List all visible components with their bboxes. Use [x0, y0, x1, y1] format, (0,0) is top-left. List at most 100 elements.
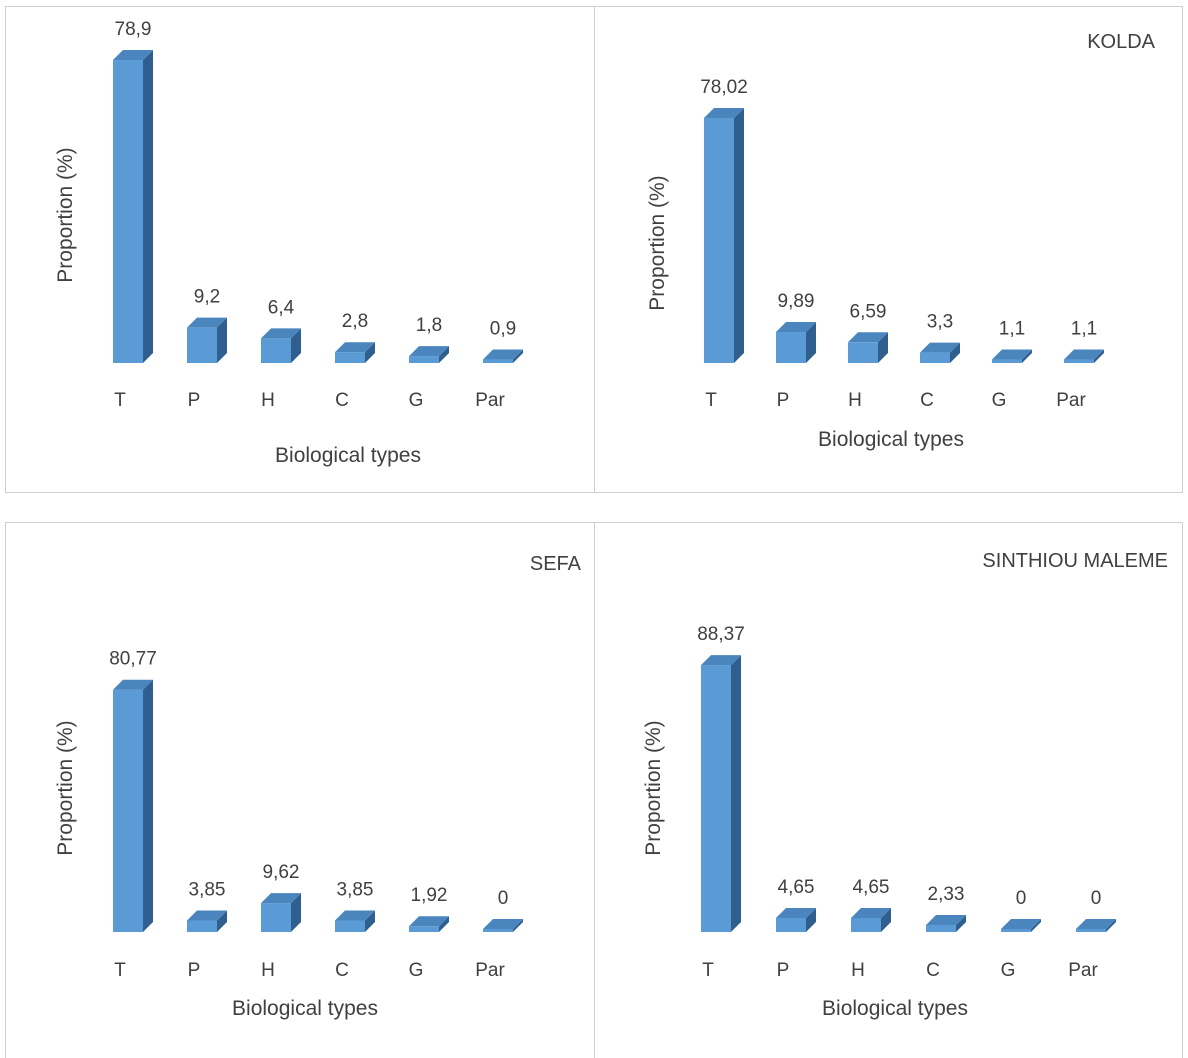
bar-top — [483, 919, 523, 929]
bar-side — [806, 321, 816, 363]
bar-top — [261, 893, 301, 904]
bar-side — [1022, 349, 1032, 363]
bar-Par — [1064, 349, 1104, 363]
bar-front — [920, 352, 950, 363]
bar-top — [261, 328, 301, 339]
bar-top — [335, 342, 375, 353]
bar-top — [920, 342, 960, 353]
bar-top — [1064, 349, 1104, 360]
x-axis-label: Biological types — [818, 428, 964, 451]
bar-top — [701, 655, 741, 666]
panel-frame-3 — [5, 522, 595, 1058]
bar-side — [291, 893, 301, 932]
bar-front — [335, 352, 365, 363]
bar-top — [335, 910, 375, 921]
bar-front — [1076, 929, 1106, 932]
bar-top — [483, 349, 523, 360]
bar-side — [439, 346, 449, 363]
y-axis-label: Proportion (%) — [54, 147, 77, 282]
data-label: 2,33 — [928, 884, 965, 905]
y-axis-label: Proportion (%) — [54, 720, 77, 855]
bar-side — [513, 919, 523, 932]
bar-side — [731, 655, 741, 932]
bar-side — [365, 342, 375, 363]
bar-G — [409, 916, 449, 932]
bar-front — [335, 920, 365, 932]
category-label: P — [777, 960, 790, 981]
bar-front — [113, 689, 143, 932]
bar-front — [1001, 929, 1031, 932]
charts-layer: 78,9 T 9,2 P 6,4 H 2,8 C 1,8 G 0,9 Par Biological ty… — [54, 19, 1168, 1020]
category-label: G — [409, 390, 424, 411]
bar-side — [1106, 919, 1116, 932]
bar-front — [187, 327, 217, 363]
data-label: 3,3 — [927, 312, 953, 333]
category-label: Par — [475, 390, 505, 411]
category-label: H — [261, 960, 275, 981]
category-label: P — [777, 390, 790, 411]
category-label: G — [992, 390, 1007, 411]
bar-front — [848, 342, 878, 363]
data-label: 4,65 — [778, 877, 815, 898]
data-label: 6,4 — [268, 297, 295, 318]
data-label: 0 — [1091, 888, 1102, 909]
bar-front — [261, 338, 291, 363]
bar-front — [409, 926, 439, 932]
bar-side — [439, 916, 449, 932]
data-label: 1,8 — [416, 315, 442, 336]
bar-G — [992, 349, 1032, 363]
category-label: G — [409, 960, 424, 981]
category-label: C — [335, 390, 349, 411]
panel-frame-2 — [594, 6, 1183, 493]
bar-front — [992, 359, 1022, 363]
category-label: C — [335, 960, 349, 981]
bar-front — [704, 118, 734, 363]
panel-frame-1 — [5, 6, 595, 493]
y-axis-label: Proportion (%) — [642, 720, 665, 855]
data-label: 9,2 — [194, 287, 220, 308]
data-label: 9,62 — [263, 862, 300, 883]
category-label: P — [188, 390, 201, 411]
panel-frame-4 — [594, 522, 1183, 1058]
data-label: 2,8 — [342, 311, 368, 332]
bar-P — [776, 321, 816, 363]
category-label: H — [261, 390, 275, 411]
data-label: 1,1 — [999, 319, 1025, 340]
chart-title: KOLDA — [1087, 31, 1155, 53]
bar-G — [1001, 919, 1041, 932]
bar-side — [1094, 349, 1104, 363]
data-label: 88,37 — [697, 624, 745, 645]
category-label: T — [114, 390, 126, 411]
category-label: Par — [475, 960, 505, 981]
bar-Par — [483, 919, 523, 932]
category-label: H — [851, 960, 865, 981]
data-label: 0 — [1016, 888, 1027, 909]
category-label: Par — [1056, 390, 1086, 411]
bar-T — [701, 655, 741, 932]
category-label: H — [848, 390, 862, 411]
category-label: C — [926, 960, 940, 981]
chart-panel-2: KOLDA 78,02 T 9,89 P 6,59 H 3,3 C 1,1 G 1,1 Par Biolo… — [646, 31, 1156, 451]
bar-H — [851, 907, 891, 932]
bar-top — [113, 50, 153, 61]
category-label: C — [920, 390, 934, 411]
bar-side — [217, 910, 227, 932]
bar-front — [261, 903, 291, 932]
bar-side — [143, 50, 153, 364]
data-label: 3,85 — [189, 879, 226, 900]
bar-C — [926, 914, 966, 932]
bar-top — [187, 317, 227, 328]
category-label: Par — [1068, 960, 1098, 981]
bar-side — [956, 914, 966, 932]
category-label: P — [188, 960, 201, 981]
bar-side — [365, 910, 375, 932]
bar-front — [926, 924, 956, 932]
category-label: T — [705, 390, 717, 411]
data-label: 1,92 — [411, 885, 448, 906]
bar-P — [187, 910, 227, 932]
bar-H — [261, 328, 301, 363]
bar-front — [701, 665, 731, 932]
bar-top — [704, 108, 744, 119]
bar-front — [113, 60, 143, 364]
bar-T — [704, 108, 744, 363]
